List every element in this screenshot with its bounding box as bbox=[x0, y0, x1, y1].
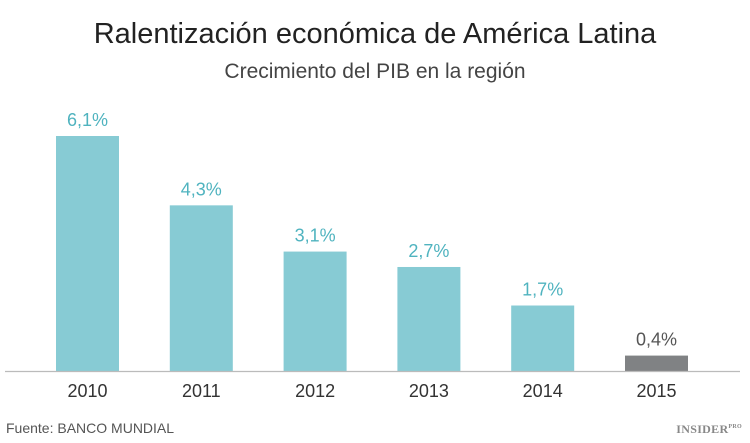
bar-2010 bbox=[56, 136, 119, 371]
chart-subtitle: Crecimiento del PIB en la región bbox=[224, 60, 526, 83]
data-label-2012: 3,1% bbox=[295, 226, 336, 246]
x-tick-label-2011: 2011 bbox=[182, 381, 221, 401]
x-tick-label-2014: 2014 bbox=[523, 381, 563, 401]
bar-2015 bbox=[625, 355, 688, 371]
logo-sub: PRO bbox=[728, 424, 742, 430]
source-note: Fuente: BANCO MUNDIAL bbox=[6, 420, 175, 436]
data-label-2010: 6,1% bbox=[67, 110, 108, 130]
data-label-2011: 4,3% bbox=[181, 179, 222, 199]
data-label-2014: 1,7% bbox=[522, 280, 563, 300]
bar-2012 bbox=[283, 251, 347, 371]
logo-text: INSIDER bbox=[676, 422, 729, 436]
insider-pro-logo: INSIDERPRO bbox=[676, 422, 742, 437]
x-tick-label-2013: 2013 bbox=[409, 381, 449, 401]
data-label-2013: 2,7% bbox=[408, 241, 449, 261]
bar-2013 bbox=[397, 266, 461, 371]
x-tick-label-2012: 2012 bbox=[295, 381, 335, 401]
x-tick-label-2010: 2010 bbox=[67, 381, 107, 401]
chart-title: Ralentización económica de América Latin… bbox=[93, 18, 657, 50]
data-label-2015: 0,4% bbox=[636, 330, 677, 350]
x-tick-label-2015: 2015 bbox=[636, 381, 676, 401]
bar-2011 bbox=[169, 205, 233, 371]
bar-2014 bbox=[511, 305, 575, 371]
